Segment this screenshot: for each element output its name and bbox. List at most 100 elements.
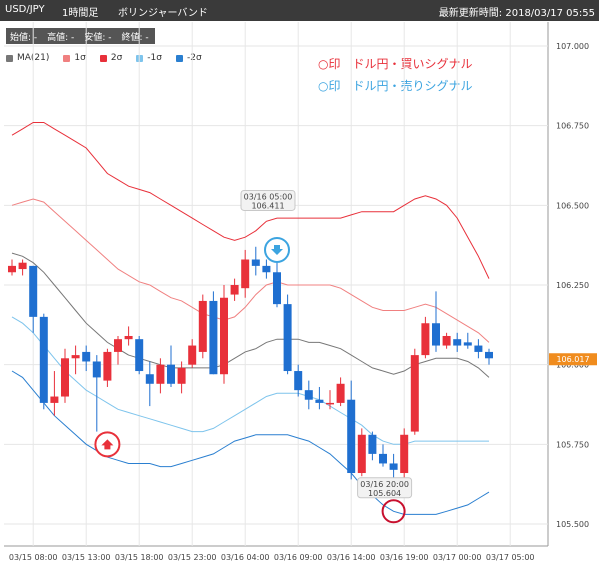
candle-down[interactable] (29, 265, 38, 317)
candle-down[interactable] (347, 399, 356, 474)
legend-swatch-icon (175, 54, 183, 62)
candle-up[interactable] (326, 402, 334, 405)
buy-signal-note: ○印 ドル円・買いシグナル (318, 57, 473, 71)
candle-down[interactable] (474, 345, 483, 352)
band-plus1-line (11, 198, 490, 343)
low-value: 安値: - (84, 33, 112, 43)
candle-down[interactable] (453, 339, 462, 346)
legend-item-plus2[interactable]: 2σ (99, 53, 123, 63)
candle-up[interactable] (114, 339, 122, 352)
legend-label: -1σ (147, 53, 162, 63)
candle-up[interactable] (230, 285, 239, 295)
candle-up[interactable] (188, 345, 197, 365)
last-price-label: 106.017 (556, 355, 589, 364)
candle-up[interactable] (61, 358, 69, 397)
candle-up[interactable] (124, 335, 133, 340)
price-tooltip (240, 189, 296, 211)
candle-down[interactable] (82, 351, 91, 362)
candle-up[interactable] (410, 355, 419, 432)
x-tick-label: 03/16 14:00 (327, 553, 376, 562)
x-tick-label: 03/17 00:00 (433, 553, 482, 562)
band-plus2-line (11, 122, 490, 279)
candle-down[interactable] (368, 434, 377, 454)
sell-signal-note: ○印 ドル円・売りシグナル (318, 79, 473, 93)
down-arrow-icon (271, 244, 283, 255)
indicator-label: ボリンジャーバンド (118, 8, 208, 19)
candle-down[interactable] (432, 323, 440, 346)
last-price-badge (549, 353, 597, 366)
tooltip-value: 105.604 (368, 489, 401, 498)
candle-up[interactable] (156, 364, 165, 384)
legend-swatch-icon (63, 54, 71, 62)
candle-up[interactable] (357, 434, 366, 474)
legend-item-plus1[interactable]: 1σ (63, 53, 86, 63)
high-value: 高値: - (47, 33, 75, 43)
candle-down[interactable] (463, 342, 472, 346)
candle-down[interactable] (273, 272, 281, 305)
moving-average-line (11, 252, 490, 378)
tooltip-date: 03/16 05:00 (244, 192, 293, 201)
y-tick-label: 106.250 (556, 281, 589, 290)
x-tick-label: 03/16 09:00 (274, 553, 323, 562)
legend-item-minus2[interactable]: -2σ (175, 53, 202, 63)
legend-label: 1σ (74, 53, 86, 63)
legend-label: 2σ (110, 53, 123, 63)
candle-up[interactable] (442, 335, 451, 346)
last-updated-label: 最新更新時間: 2018/03/17 05:55 (438, 8, 595, 19)
buy-signal-marker[interactable] (381, 499, 406, 524)
candle-down[interactable] (167, 364, 175, 384)
candle-down[interactable] (485, 351, 493, 359)
y-tick-label: 107.000 (556, 42, 589, 51)
candle-up[interactable] (400, 434, 409, 474)
candle-down[interactable] (315, 399, 324, 403)
up-arrow-icon (101, 439, 114, 450)
candle-down[interactable] (379, 453, 387, 464)
x-tick-label: 03/15 08:00 (9, 553, 58, 562)
close-value: 終値: - (121, 33, 149, 43)
candle-down[interactable] (92, 361, 101, 378)
candle-down[interactable] (39, 316, 48, 403)
y-tick-label: 105.750 (556, 440, 589, 449)
x-tick-label: 03/15 13:00 (62, 553, 111, 562)
x-tick-label: 03/17 05:00 (486, 553, 535, 562)
candle-down[interactable] (262, 265, 271, 273)
timeframe-label: 1時間足 (62, 8, 99, 19)
candle-up[interactable] (18, 262, 27, 270)
candle-down[interactable] (294, 371, 303, 391)
symbol-label: USD/JPY (5, 4, 45, 15)
ohlc-readout: 始値: - 高値: - 安値: - 終値: - (6, 28, 155, 44)
candle-down[interactable] (389, 463, 398, 470)
legend-swatch-icon (136, 54, 144, 62)
candle-up[interactable] (177, 367, 186, 384)
candle-down[interactable] (304, 390, 313, 400)
tooltip-date: 03/16 20:00 (360, 480, 409, 489)
y-tick-label: 106.750 (556, 122, 589, 131)
candle-up[interactable] (8, 265, 16, 273)
candle-down[interactable] (145, 374, 154, 384)
y-tick-label: 106.500 (556, 201, 589, 210)
candle-up[interactable] (198, 300, 207, 352)
tooltip-value: 106.411 (251, 201, 284, 210)
candle-down[interactable] (135, 339, 144, 372)
candle-down[interactable] (251, 259, 260, 266)
candle-up[interactable] (421, 323, 430, 356)
legend-label: -2σ (186, 53, 202, 63)
y-tick-label: 105.500 (556, 520, 589, 529)
x-tick-label: 03/15 18:00 (115, 553, 164, 562)
candle-down[interactable] (283, 304, 292, 372)
legend-swatch-icon (6, 54, 13, 62)
candle-down[interactable] (209, 300, 218, 375)
x-tick-label: 03/15 23:00 (168, 553, 217, 562)
legend-swatch-icon (99, 54, 107, 62)
candle-up[interactable] (241, 259, 250, 289)
candle-up[interactable] (103, 351, 112, 381)
candle-up[interactable] (71, 355, 80, 359)
band-minus1-line (11, 316, 489, 445)
candle-up[interactable] (220, 297, 228, 375)
legend-item-minus1[interactable]: -1σ (136, 53, 162, 63)
price-tooltip (357, 477, 413, 499)
open-value: 始値: - (10, 33, 38, 43)
candle-up[interactable] (336, 383, 345, 403)
candle-up[interactable] (50, 396, 59, 403)
